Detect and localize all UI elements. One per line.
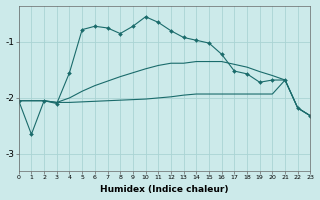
X-axis label: Humidex (Indice chaleur): Humidex (Indice chaleur) (100, 185, 229, 194)
